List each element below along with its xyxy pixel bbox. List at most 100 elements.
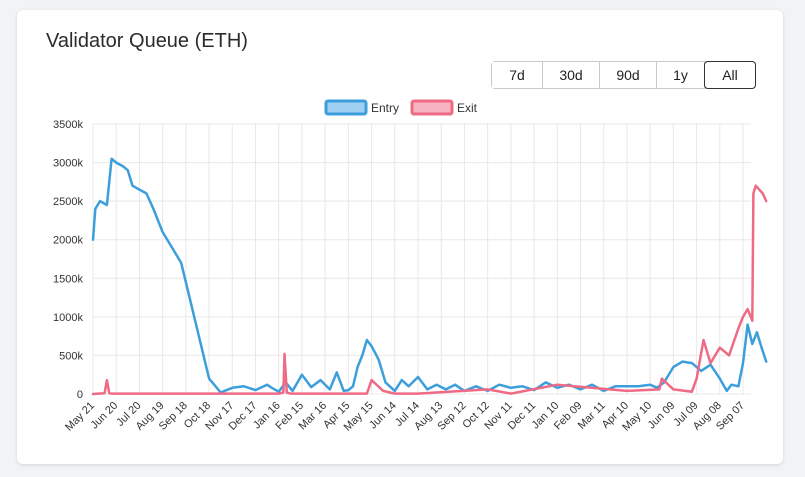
data-point-exit <box>747 308 749 310</box>
data-point-exit <box>755 185 757 187</box>
range-button-90d[interactable]: 90d <box>600 62 657 88</box>
range-button-1y[interactable]: 1y <box>657 62 705 88</box>
data-point-entry <box>329 388 331 390</box>
data-point-exit <box>658 388 661 390</box>
legend-exit-label[interactable]: Exit <box>457 101 478 115</box>
data-point-entry <box>343 390 345 392</box>
chart-legend[interactable]: Entry Exit <box>324 99 478 116</box>
data-point-entry <box>614 385 616 387</box>
y-tick-label: 500k <box>59 350 83 362</box>
chart-series <box>91 157 768 396</box>
data-point-entry <box>208 378 210 380</box>
data-point-entry <box>521 385 524 387</box>
data-point-exit <box>278 393 280 395</box>
data-point-entry <box>162 231 164 233</box>
data-point-entry <box>384 381 387 383</box>
series-line-entry <box>91 157 768 394</box>
data-point-entry <box>145 192 147 194</box>
y-tick-label: 0 <box>77 389 83 401</box>
data-point-entry <box>319 379 322 381</box>
data-point-entry <box>115 162 117 164</box>
data-point-exit <box>626 390 628 392</box>
data-point-entry <box>656 387 658 389</box>
data-point-exit <box>751 320 753 322</box>
data-point-entry <box>254 389 257 391</box>
y-tick-label: 2500k <box>53 196 83 208</box>
data-point-entry <box>127 169 129 171</box>
data-point-exit <box>108 392 110 394</box>
data-point-exit <box>758 189 760 191</box>
data-point-exit <box>366 393 368 395</box>
data-point-exit <box>104 392 106 394</box>
y-tick-label: 3500k <box>53 119 83 131</box>
y-tick-label: 1000k <box>53 312 83 324</box>
data-point-entry <box>106 204 108 206</box>
data-point-exit <box>510 393 512 395</box>
data-point-entry <box>357 366 359 368</box>
data-point-exit <box>672 388 675 390</box>
range-button-all[interactable]: All <box>704 61 756 89</box>
data-point-exit <box>289 393 291 395</box>
data-point-entry <box>436 384 438 386</box>
data-point-exit <box>301 393 303 395</box>
data-point-entry <box>445 388 447 390</box>
data-point-entry <box>122 165 124 167</box>
data-point-entry <box>498 384 500 386</box>
data-point-entry <box>347 389 349 391</box>
y-tick-label: 3000k <box>53 158 83 170</box>
data-point-entry <box>92 239 94 241</box>
data-point-entry <box>278 391 280 393</box>
legend-exit-swatch[interactable] <box>410 99 454 116</box>
data-point-entry <box>408 385 410 387</box>
data-point-exit <box>231 393 233 395</box>
data-point-exit <box>371 379 373 381</box>
legend-entry-label[interactable]: Entry <box>371 101 399 115</box>
y-tick-label: 2000k <box>53 235 83 247</box>
data-point-entry <box>742 362 744 364</box>
data-point-entry <box>626 385 628 387</box>
data-point-entry <box>310 386 312 388</box>
data-point-entry <box>737 385 740 387</box>
data-point-entry <box>361 354 363 356</box>
data-point-exit <box>742 316 744 318</box>
data-point-exit <box>556 384 558 386</box>
data-point-entry <box>417 376 419 378</box>
data-point-entry <box>336 371 338 373</box>
data-point-entry <box>545 381 547 383</box>
range-button-30d[interactable]: 30d <box>543 62 600 88</box>
data-point-entry <box>719 378 721 380</box>
data-point-entry <box>266 384 268 386</box>
data-point-entry <box>761 347 763 349</box>
data-point-entry <box>377 358 380 360</box>
data-point-exit <box>762 192 764 194</box>
data-point-exit <box>283 353 286 355</box>
card-title: Validator Queue (ETH) <box>46 30 248 52</box>
data-point-exit <box>162 393 164 395</box>
data-point-entry <box>426 388 428 390</box>
data-point-exit <box>709 362 712 364</box>
data-point-exit <box>691 391 693 393</box>
data-point-exit <box>696 378 698 380</box>
data-point-entry <box>756 331 758 333</box>
data-point-exit <box>111 393 113 395</box>
data-point-exit <box>737 327 740 329</box>
data-point-exit <box>487 388 489 390</box>
data-point-entry <box>171 246 173 248</box>
data-point-entry <box>271 387 273 389</box>
data-point-entry <box>726 390 728 392</box>
data-point-entry <box>138 189 140 191</box>
range-button-7d[interactable]: 7d <box>492 62 543 88</box>
legend-entry-swatch[interactable] <box>324 99 368 116</box>
data-point-exit <box>702 339 705 341</box>
data-point-exit <box>417 393 419 395</box>
data-point-exit <box>382 390 384 392</box>
data-point-entry <box>94 208 96 210</box>
data-point-entry <box>371 345 373 347</box>
data-point-entry <box>747 324 749 326</box>
data-point-entry <box>691 362 693 364</box>
data-point-entry <box>556 387 558 389</box>
data-point-exit <box>752 192 755 194</box>
data-point-entry <box>475 385 477 387</box>
